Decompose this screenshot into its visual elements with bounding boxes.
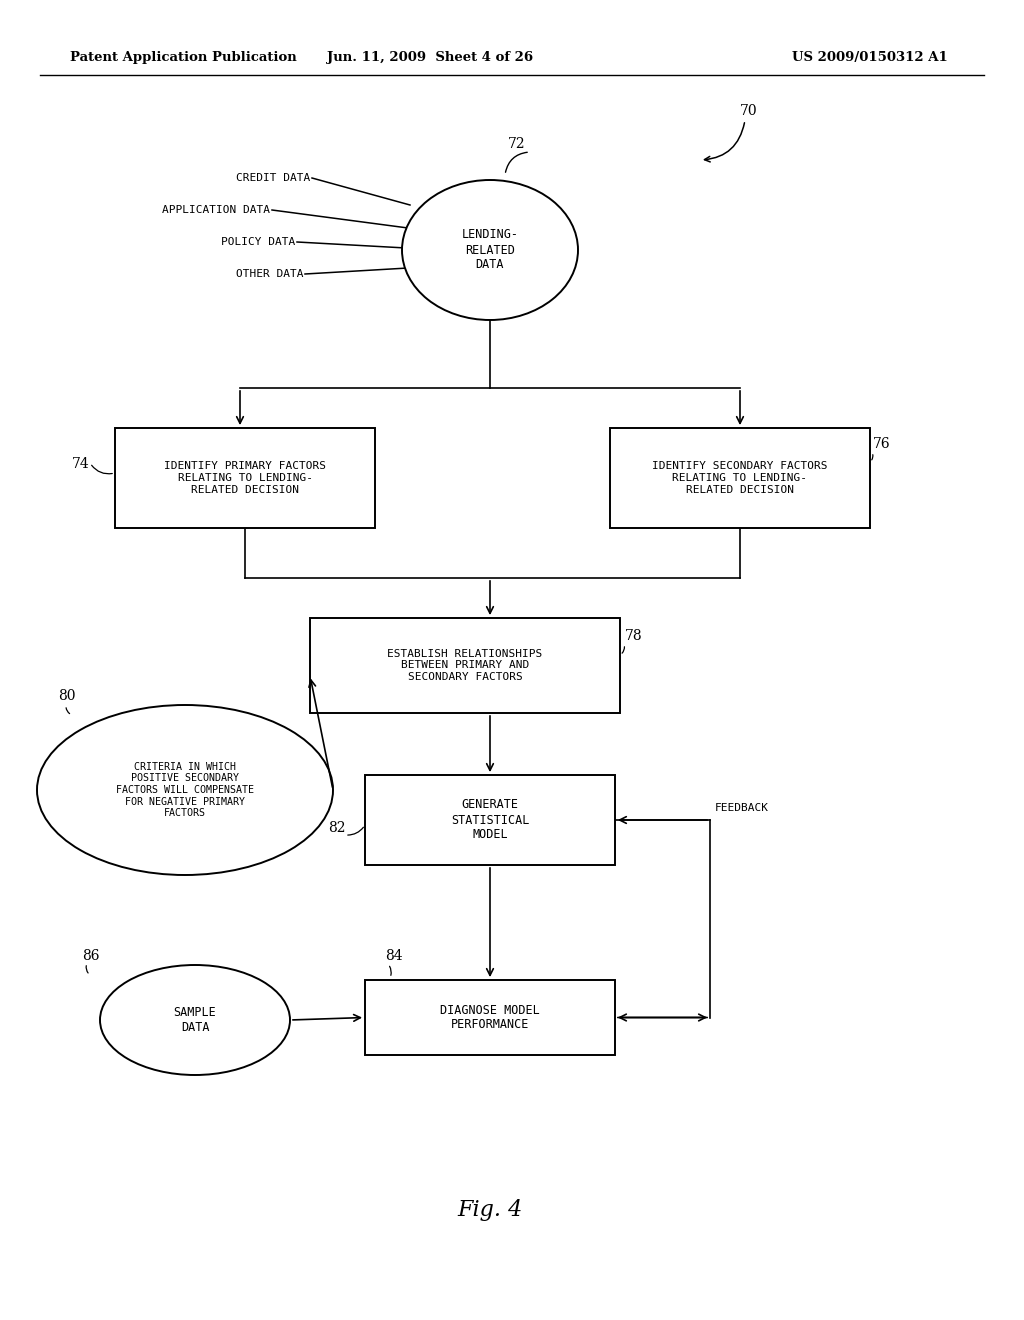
Bar [365,979,615,1055]
Text: Fig. 4: Fig. 4 [458,1199,522,1221]
Text: Jun. 11, 2009  Sheet 4 of 26: Jun. 11, 2009 Sheet 4 of 26 [327,51,534,65]
Bar [610,428,870,528]
Text: APPLICATION DATA: APPLICATION DATA [162,205,270,215]
Text: FEEDBACK: FEEDBACK [715,803,769,813]
Text: ESTABLISH RELATIONSHIPS
BETWEEN PRIMARY AND
SECONDARY FACTORS: ESTABLISH RELATIONSHIPS BETWEEN PRIMARY … [387,649,543,682]
Text: IDENTIFY SECONDARY FACTORS
RELATING TO LENDING-
RELATED DECISION: IDENTIFY SECONDARY FACTORS RELATING TO L… [652,462,827,495]
Text: 74: 74 [72,457,90,471]
Bar [115,428,375,528]
Ellipse shape [402,180,578,319]
Text: 78: 78 [625,630,643,643]
Text: Patent Application Publication: Patent Application Publication [70,51,297,65]
Ellipse shape [37,705,333,875]
Text: LENDING-
RELATED
DATA: LENDING- RELATED DATA [462,228,518,272]
Text: 72: 72 [508,137,525,150]
Text: US 2009/0150312 A1: US 2009/0150312 A1 [793,51,948,65]
Text: IDENTIFY PRIMARY FACTORS
RELATING TO LENDING-
RELATED DECISION: IDENTIFY PRIMARY FACTORS RELATING TO LEN… [164,462,326,495]
Text: 82: 82 [328,821,345,836]
Text: 86: 86 [82,949,99,964]
Text: CRITERIA IN WHICH
POSITIVE SECONDARY
FACTORS WILL COMPENSATE
FOR NEGATIVE PRIMAR: CRITERIA IN WHICH POSITIVE SECONDARY FAC… [116,762,254,818]
Text: CREDIT DATA: CREDIT DATA [236,173,310,183]
Text: SAMPLE
DATA: SAMPLE DATA [174,1006,216,1034]
Text: 76: 76 [873,437,891,451]
Text: DIAGNOSE MODEL
PERFORMANCE: DIAGNOSE MODEL PERFORMANCE [440,1003,540,1031]
Text: 80: 80 [58,689,76,704]
Ellipse shape [100,965,290,1074]
Bar [310,618,620,713]
Bar [365,775,615,865]
Text: GENERATE
STATISTICAL
MODEL: GENERATE STATISTICAL MODEL [451,799,529,842]
Text: POLICY DATA: POLICY DATA [221,238,295,247]
Text: 70: 70 [740,104,758,117]
Text: OTHER DATA: OTHER DATA [236,269,303,279]
Text: 84: 84 [385,949,402,964]
